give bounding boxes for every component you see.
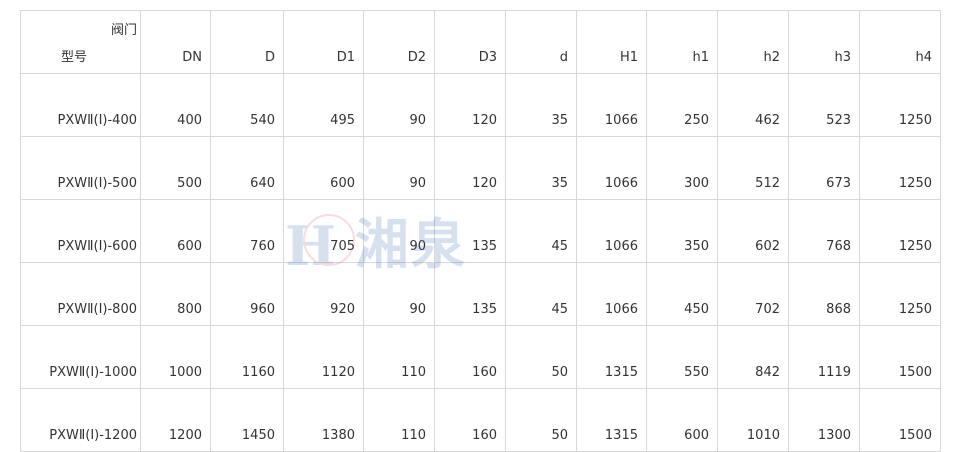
value-cell: 868 — [788, 262, 860, 326]
value-cell: 500 — [140, 136, 211, 200]
value-cell: 50 — [505, 325, 577, 389]
value-cell: 160 — [434, 325, 506, 389]
value-cell: 550 — [646, 325, 718, 389]
value-cell: 960 — [210, 262, 284, 326]
value-cell: 1250 — [859, 262, 941, 326]
value-cell: 45 — [505, 199, 577, 263]
value-cell: 1120 — [283, 325, 364, 389]
header-row: 阀门 型号 DN D D1 D2 D3 d H1 h1 h2 h3 h4 — [20, 10, 941, 74]
table-row: PXWⅡ(Ⅰ)-800 800 960 920 90 135 45 1066 450 702 868… — [20, 262, 941, 326]
value-cell: 110 — [363, 325, 435, 389]
column-header: DN — [140, 10, 211, 74]
value-cell: 90 — [363, 136, 435, 200]
value-cell: 1380 — [283, 388, 364, 452]
value-cell: 160 — [434, 388, 506, 452]
column-header: D1 — [283, 10, 364, 74]
value-cell: 300 — [646, 136, 718, 200]
value-cell: 1066 — [576, 262, 647, 326]
model-cell: PXWⅡ(Ⅰ)-800 — [20, 262, 141, 326]
column-header: h4 — [859, 10, 941, 74]
value-cell: 1315 — [576, 325, 647, 389]
table-row: PXWⅡ(Ⅰ)-1000 1000 1160 1120 110 160 50 1315 550 8… — [20, 325, 941, 389]
value-cell: 1500 — [859, 325, 941, 389]
value-cell: 1250 — [859, 73, 941, 137]
model-cell: PXWⅡ(Ⅰ)-400 — [20, 73, 141, 137]
value-cell: 50 — [505, 388, 577, 452]
value-cell: 1066 — [576, 136, 647, 200]
value-cell: 350 — [646, 199, 718, 263]
value-cell: 1450 — [210, 388, 284, 452]
corner-header-cell: 阀门 型号 — [20, 10, 141, 74]
value-cell: 1119 — [788, 325, 860, 389]
value-cell: 90 — [363, 262, 435, 326]
value-cell: 842 — [717, 325, 789, 389]
value-cell: 523 — [788, 73, 860, 137]
value-cell: 1315 — [576, 388, 647, 452]
value-cell: 120 — [434, 73, 506, 137]
column-header: h1 — [646, 10, 718, 74]
value-cell: 640 — [210, 136, 284, 200]
value-cell: 1500 — [859, 388, 941, 452]
value-cell: 450 — [646, 262, 718, 326]
value-cell: 110 — [363, 388, 435, 452]
value-cell: 600 — [140, 199, 211, 263]
column-header: D — [210, 10, 284, 74]
value-cell: 920 — [283, 262, 364, 326]
model-cell: PXWⅡ(Ⅰ)-1000 — [20, 325, 141, 389]
value-cell: 540 — [210, 73, 284, 137]
model-cell: PXWⅡ(Ⅰ)-500 — [20, 136, 141, 200]
value-cell: 90 — [363, 199, 435, 263]
table-row: PXWⅡ(Ⅰ)-600 600 760 705 90 135 45 1066 350 602 768… — [20, 199, 941, 263]
value-cell: 120 — [434, 136, 506, 200]
value-cell: 1066 — [576, 73, 647, 137]
value-cell: 1300 — [788, 388, 860, 452]
value-cell: 45 — [505, 262, 577, 326]
corner-label-model: 型号 — [61, 50, 88, 65]
table-row: PXWⅡ(Ⅰ)-400 400 540 495 90 120 35 1066 250 462 523… — [20, 73, 941, 137]
value-cell: 1010 — [717, 388, 789, 452]
value-cell: 600 — [646, 388, 718, 452]
value-cell: 1066 — [576, 199, 647, 263]
model-cell: PXWⅡ(Ⅰ)-1200 — [20, 388, 141, 452]
value-cell: 1250 — [859, 199, 941, 263]
value-cell: 760 — [210, 199, 284, 263]
column-header: h3 — [788, 10, 860, 74]
value-cell: 702 — [717, 262, 789, 326]
value-cell: 462 — [717, 73, 789, 137]
value-cell: 250 — [646, 73, 718, 137]
model-cell: PXWⅡ(Ⅰ)-600 — [20, 199, 141, 263]
column-header: D2 — [363, 10, 435, 74]
value-cell: 35 — [505, 136, 577, 200]
column-header: d — [505, 10, 577, 74]
value-cell: 512 — [717, 136, 789, 200]
value-cell: 768 — [788, 199, 860, 263]
value-cell: 495 — [283, 73, 364, 137]
value-cell: 1250 — [859, 136, 941, 200]
table-row: PXWⅡ(Ⅰ)-500 500 640 600 90 120 35 1066 300 512 673… — [20, 136, 941, 200]
value-cell: 1000 — [140, 325, 211, 389]
value-cell: 35 — [505, 73, 577, 137]
value-cell: 135 — [434, 262, 506, 326]
column-header: h2 — [717, 10, 789, 74]
column-header: H1 — [576, 10, 647, 74]
value-cell: 135 — [434, 199, 506, 263]
value-cell: 1160 — [210, 325, 284, 389]
value-cell: 705 — [283, 199, 364, 263]
valve-dimension-table: 阀门 型号 DN D D1 D2 D3 d H1 h1 h2 h3 h4 PXWⅡ(Ⅰ)-400 40… — [20, 10, 941, 452]
value-cell: 600 — [283, 136, 364, 200]
column-header: D3 — [434, 10, 506, 74]
value-cell: 400 — [140, 73, 211, 137]
corner-label-valve: 阀门 — [110, 23, 137, 38]
value-cell: 673 — [788, 136, 860, 200]
value-cell: 1200 — [140, 388, 211, 452]
table-row: PXWⅡ(Ⅰ)-1200 1200 1450 1380 110 160 50 1315 600 1… — [20, 388, 941, 452]
value-cell: 602 — [717, 199, 789, 263]
value-cell: 90 — [363, 73, 435, 137]
value-cell: 800 — [140, 262, 211, 326]
